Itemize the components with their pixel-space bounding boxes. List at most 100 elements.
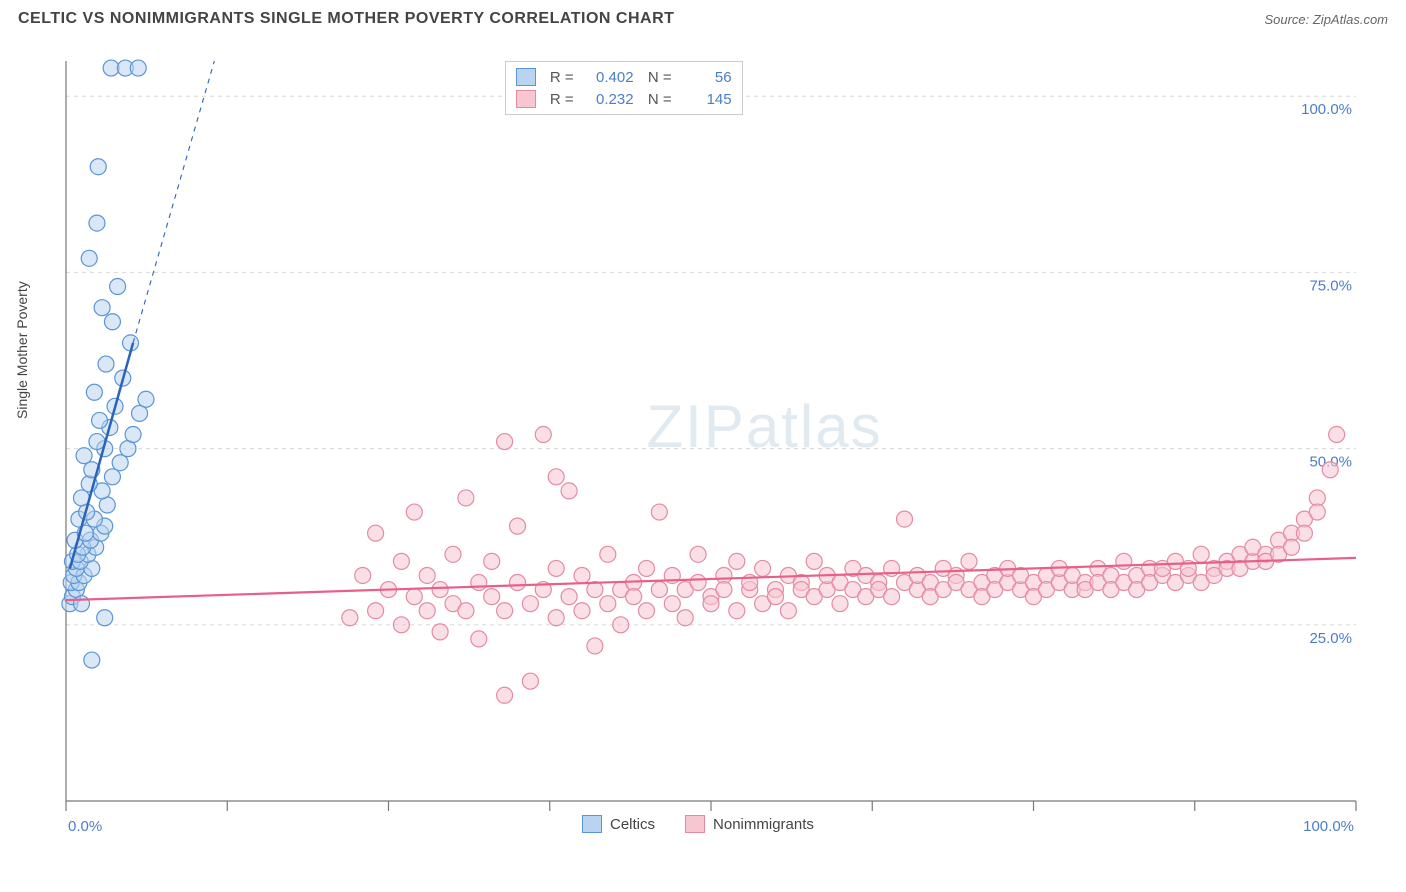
data-point	[768, 589, 784, 605]
data-point	[1193, 546, 1209, 562]
data-point	[94, 300, 110, 316]
y-tick-label: 25.0%	[1309, 630, 1352, 647]
data-point	[368, 603, 384, 619]
data-point	[548, 560, 564, 576]
data-point	[497, 434, 513, 450]
x-tick-label: 100.0%	[1303, 818, 1354, 835]
data-point	[1322, 462, 1338, 478]
n-value: 56	[682, 69, 732, 86]
data-point	[522, 673, 538, 689]
data-point	[884, 589, 900, 605]
data-point	[458, 490, 474, 506]
legend-label: Celtics	[610, 816, 655, 833]
n-label: N =	[644, 69, 672, 86]
data-point	[110, 279, 126, 295]
data-point	[510, 575, 526, 591]
y-tick-label: 100.0%	[1301, 101, 1352, 118]
series-legend: Celtics Nonimmigrants	[582, 815, 814, 833]
data-point	[651, 582, 667, 598]
data-point	[690, 546, 706, 562]
data-point	[613, 617, 629, 633]
data-point	[406, 504, 422, 520]
data-point	[755, 560, 771, 576]
legend-swatch	[516, 68, 536, 86]
data-point	[600, 596, 616, 612]
data-point	[561, 483, 577, 499]
data-point	[626, 589, 642, 605]
n-value: 145	[682, 91, 732, 108]
trend-line-ext	[133, 61, 214, 343]
data-point	[76, 448, 92, 464]
data-point	[125, 427, 141, 443]
data-point	[84, 652, 100, 668]
data-point	[1116, 553, 1132, 569]
stats-legend-row: R = 0.232 N = 145	[516, 88, 732, 110]
data-point	[419, 603, 435, 619]
data-point	[535, 427, 551, 443]
data-point	[138, 391, 154, 407]
data-point	[639, 603, 655, 619]
data-point	[73, 596, 89, 612]
data-point	[97, 610, 113, 626]
data-point	[548, 469, 564, 485]
scatter-chart: 25.0%50.0%75.0%100.0%0.0%100.0%	[20, 45, 1386, 872]
legend-item: Celtics	[582, 815, 655, 833]
n-label: N =	[644, 91, 672, 108]
legend-label: Nonimmigrants	[713, 816, 814, 833]
data-point	[1296, 525, 1312, 541]
r-label: R =	[546, 69, 574, 86]
r-label: R =	[546, 91, 574, 108]
legend-swatch	[516, 90, 536, 108]
data-point	[897, 511, 913, 527]
data-point	[639, 560, 655, 576]
data-point	[548, 610, 564, 626]
data-point	[406, 589, 422, 605]
page-title: CELTIC VS NONIMMIGRANTS SINGLE MOTHER PO…	[18, 10, 674, 28]
x-tick-label: 0.0%	[68, 818, 102, 835]
y-tick-label: 75.0%	[1309, 277, 1352, 294]
source-label: Source: ZipAtlas.com	[1264, 12, 1388, 27]
data-point	[497, 603, 513, 619]
data-point	[1284, 539, 1300, 555]
data-point	[86, 384, 102, 400]
legend-swatch	[685, 815, 705, 833]
data-point	[587, 638, 603, 654]
data-point	[471, 631, 487, 647]
data-point	[690, 575, 706, 591]
data-point	[780, 603, 796, 619]
data-point	[130, 60, 146, 76]
stats-legend: R = 0.402 N = 56 R = 0.232 N = 145	[505, 61, 743, 115]
legend-swatch	[582, 815, 602, 833]
data-point	[112, 455, 128, 471]
data-point	[806, 553, 822, 569]
data-point	[419, 567, 435, 583]
data-point	[445, 546, 461, 562]
data-point	[1309, 504, 1325, 520]
data-point	[104, 314, 120, 330]
data-point	[432, 624, 448, 640]
r-value: 0.232	[584, 91, 634, 108]
y-axis-label: Single Mother Poverty	[14, 281, 30, 419]
data-point	[484, 589, 500, 605]
data-point	[522, 596, 538, 612]
data-point	[716, 582, 732, 598]
data-point	[574, 603, 590, 619]
data-point	[961, 553, 977, 569]
r-value: 0.402	[584, 69, 634, 86]
data-point	[574, 567, 590, 583]
data-point	[484, 553, 500, 569]
data-point	[458, 603, 474, 619]
data-point	[832, 596, 848, 612]
data-point	[664, 596, 680, 612]
data-point	[81, 250, 97, 266]
data-point	[90, 159, 106, 175]
data-point	[92, 412, 108, 428]
data-point	[1329, 427, 1345, 443]
data-point	[677, 610, 693, 626]
data-point	[355, 567, 371, 583]
legend-item: Nonimmigrants	[685, 815, 814, 833]
data-point	[393, 617, 409, 633]
data-point	[104, 469, 120, 485]
data-point	[497, 687, 513, 703]
data-point	[393, 553, 409, 569]
